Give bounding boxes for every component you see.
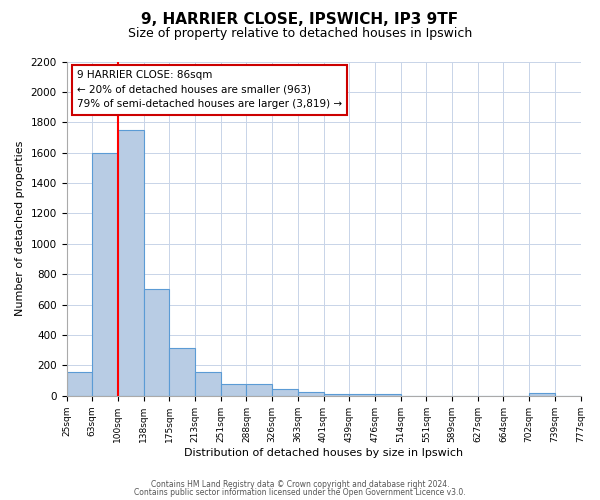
Bar: [272, 389, 298, 396]
Text: Size of property relative to detached houses in Ipswich: Size of property relative to detached ho…: [128, 28, 472, 40]
Text: Contains public sector information licensed under the Open Government Licence v3: Contains public sector information licen…: [134, 488, 466, 497]
Bar: [143, 290, 169, 396]
Bar: [349, 394, 375, 396]
Bar: [118, 130, 143, 396]
Text: 9 HARRIER CLOSE: 86sqm
← 20% of detached houses are smaller (963)
79% of semi-de: 9 HARRIER CLOSE: 86sqm ← 20% of detached…: [77, 70, 342, 110]
Bar: [375, 394, 401, 396]
Bar: [169, 348, 195, 396]
Text: Contains HM Land Registry data © Crown copyright and database right 2024.: Contains HM Land Registry data © Crown c…: [151, 480, 449, 489]
Y-axis label: Number of detached properties: Number of detached properties: [15, 141, 25, 316]
Text: 9, HARRIER CLOSE, IPSWICH, IP3 9TF: 9, HARRIER CLOSE, IPSWICH, IP3 9TF: [142, 12, 458, 28]
Bar: [323, 394, 349, 396]
Bar: [298, 392, 323, 396]
Bar: [221, 384, 247, 396]
X-axis label: Distribution of detached houses by size in Ipswich: Distribution of detached houses by size …: [184, 448, 463, 458]
Bar: [92, 152, 118, 396]
Bar: [67, 372, 92, 396]
Bar: [529, 393, 555, 396]
Bar: [247, 384, 272, 396]
Bar: [195, 372, 221, 396]
